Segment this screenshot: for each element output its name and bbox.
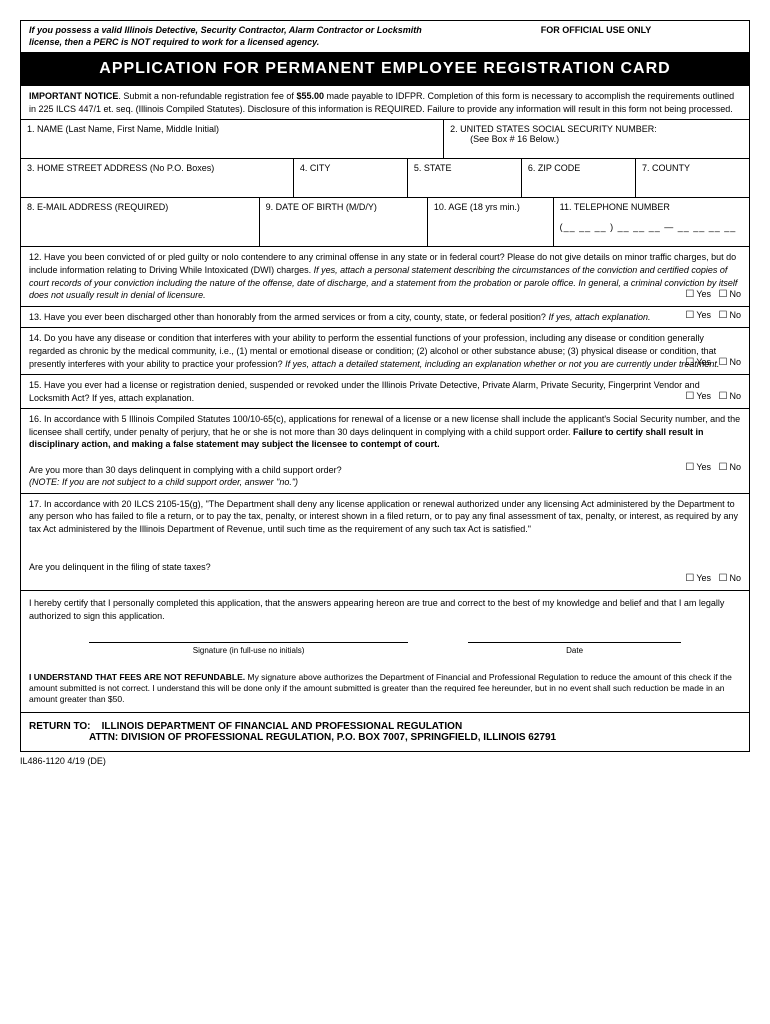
- return-line2: ATTN: DIVISION OF PROFESSIONAL REGULATIO…: [89, 732, 556, 743]
- checkbox-icon: ☐: [685, 461, 694, 475]
- field-zip[interactable]: 6. ZIP CODE: [522, 159, 636, 197]
- q15-yesno[interactable]: ☐Yes ☐No: [685, 390, 741, 404]
- checkbox-icon: ☐: [719, 390, 728, 404]
- question-15: 15. Have you ever had a license or regis…: [21, 375, 749, 409]
- checkbox-icon: ☐: [685, 390, 694, 404]
- q17-yesno[interactable]: ☐Yes ☐No: [685, 572, 741, 586]
- checkbox-icon: ☐: [685, 572, 694, 586]
- question-13: 13. Have you ever been discharged other …: [21, 307, 749, 329]
- q17-sub: Are you delinquent in the filing of stat…: [29, 562, 211, 572]
- header-official: FOR OFFICIAL USE ONLY: [443, 21, 749, 52]
- row-8-11: 8. E-MAIL ADDRESS (REQUIRED) 9. DATE OF …: [21, 198, 749, 247]
- field-dob[interactable]: 9. DATE OF BIRTH (M/D/Y): [260, 198, 428, 246]
- q14-italic: If yes, attach a detailed statement, inc…: [285, 359, 719, 369]
- field-phone-label: 11. TELEPHONE NUMBER: [560, 202, 670, 212]
- important-notice: IMPORTANT NOTICE. Submit a non-refundabl…: [21, 86, 749, 120]
- q16-sub: Are you more than 30 days delinquent in …: [29, 465, 342, 475]
- field-ssn-sub: (See Box # 16 Below.): [450, 134, 559, 144]
- q14-yesno[interactable]: ☐Yes ☐No: [685, 356, 741, 370]
- understand-section: I UNDERSTAND THAT FEES ARE NOT REFUNDABL…: [21, 666, 749, 712]
- signature-row: Signature (in full-use no initials) Date: [29, 622, 741, 660]
- notice-fee: $55.00: [296, 91, 324, 101]
- q17-text: 17. In accordance with 20 ILCS 2105-15(g…: [29, 499, 738, 534]
- phone-blanks: (__ __ __ ) __ __ __ — __ __ __ __: [560, 222, 737, 232]
- return-label: RETURN TO:: [29, 721, 90, 732]
- checkbox-icon: ☐: [719, 288, 728, 302]
- field-phone[interactable]: 11. TELEPHONE NUMBER (__ __ __ ) __ __ _…: [554, 198, 749, 246]
- question-17: 17. In accordance with 20 ILCS 2105-15(g…: [21, 494, 749, 591]
- field-city[interactable]: 4. CITY: [294, 159, 408, 197]
- checkbox-icon: ☐: [685, 288, 694, 302]
- q15-text: 15. Have you ever had a license or regis…: [29, 380, 700, 403]
- return-to: RETURN TO: ILLINOIS DEPARTMENT OF FINANC…: [21, 713, 749, 751]
- q13-text: 13. Have you ever been discharged other …: [29, 312, 548, 322]
- field-state[interactable]: 5. STATE: [408, 159, 522, 197]
- certification: I hereby certify that I personally compl…: [21, 591, 749, 666]
- q16-note: (NOTE: If you are not subject to a child…: [29, 477, 298, 487]
- field-county[interactable]: 7. COUNTY: [636, 159, 749, 197]
- field-name[interactable]: 1. NAME (Last Name, First Name, Middle I…: [21, 120, 444, 158]
- q16-yesno[interactable]: ☐Yes ☐No: [685, 461, 741, 475]
- field-ssn-label: 2. UNITED STATES SOCIAL SECURITY NUMBER:: [450, 124, 657, 134]
- field-age[interactable]: 10. AGE (18 yrs min.): [428, 198, 554, 246]
- date-line[interactable]: Date: [468, 642, 681, 656]
- header-disclaimer: If you possess a valid Illinois Detectiv…: [21, 21, 443, 52]
- q13-yesno[interactable]: ☐Yes ☐No: [685, 309, 741, 323]
- field-email[interactable]: 8. E-MAIL ADDRESS (REQUIRED): [21, 198, 260, 246]
- form-id: IL486-1120 4/19 (DE): [20, 752, 750, 770]
- checkbox-icon: ☐: [685, 309, 694, 323]
- checkbox-icon: ☐: [719, 572, 728, 586]
- checkbox-icon: ☐: [685, 356, 694, 370]
- row-1-2: 1. NAME (Last Name, First Name, Middle I…: [21, 120, 749, 159]
- question-16: 16. In accordance with 5 Illinois Compil…: [21, 409, 749, 494]
- checkbox-icon: ☐: [719, 356, 728, 370]
- checkbox-icon: ☐: [719, 309, 728, 323]
- form-title: APPLICATION FOR PERMANENT EMPLOYEE REGIS…: [21, 53, 749, 86]
- notice-text1: . Submit a non-refundable registration f…: [118, 91, 296, 101]
- header-row: If you possess a valid Illinois Detectiv…: [21, 21, 749, 53]
- signature-line[interactable]: Signature (in full-use no initials): [89, 642, 408, 656]
- q12-yesno[interactable]: ☐Yes ☐No: [685, 288, 741, 302]
- question-14: 14. Do you have any disease or condition…: [21, 328, 749, 375]
- return-line1: ILLINOIS DEPARTMENT OF FINANCIAL AND PRO…: [102, 721, 463, 732]
- notice-label: IMPORTANT NOTICE: [29, 91, 118, 101]
- row-3-7: 3. HOME STREET ADDRESS (No P.O. Boxes) 4…: [21, 159, 749, 198]
- question-12: 12. Have you been convicted of or pled g…: [21, 247, 749, 306]
- cert-text: I hereby certify that I personally compl…: [29, 598, 724, 621]
- field-ssn[interactable]: 2. UNITED STATES SOCIAL SECURITY NUMBER:…: [444, 120, 749, 158]
- form-container: If you possess a valid Illinois Detectiv…: [20, 20, 750, 752]
- field-address[interactable]: 3. HOME STREET ADDRESS (No P.O. Boxes): [21, 159, 294, 197]
- understand-bold: I UNDERSTAND THAT FEES ARE NOT REFUNDABL…: [29, 672, 245, 682]
- checkbox-icon: ☐: [719, 461, 728, 475]
- q13-italic: If yes, attach explanation.: [548, 312, 650, 322]
